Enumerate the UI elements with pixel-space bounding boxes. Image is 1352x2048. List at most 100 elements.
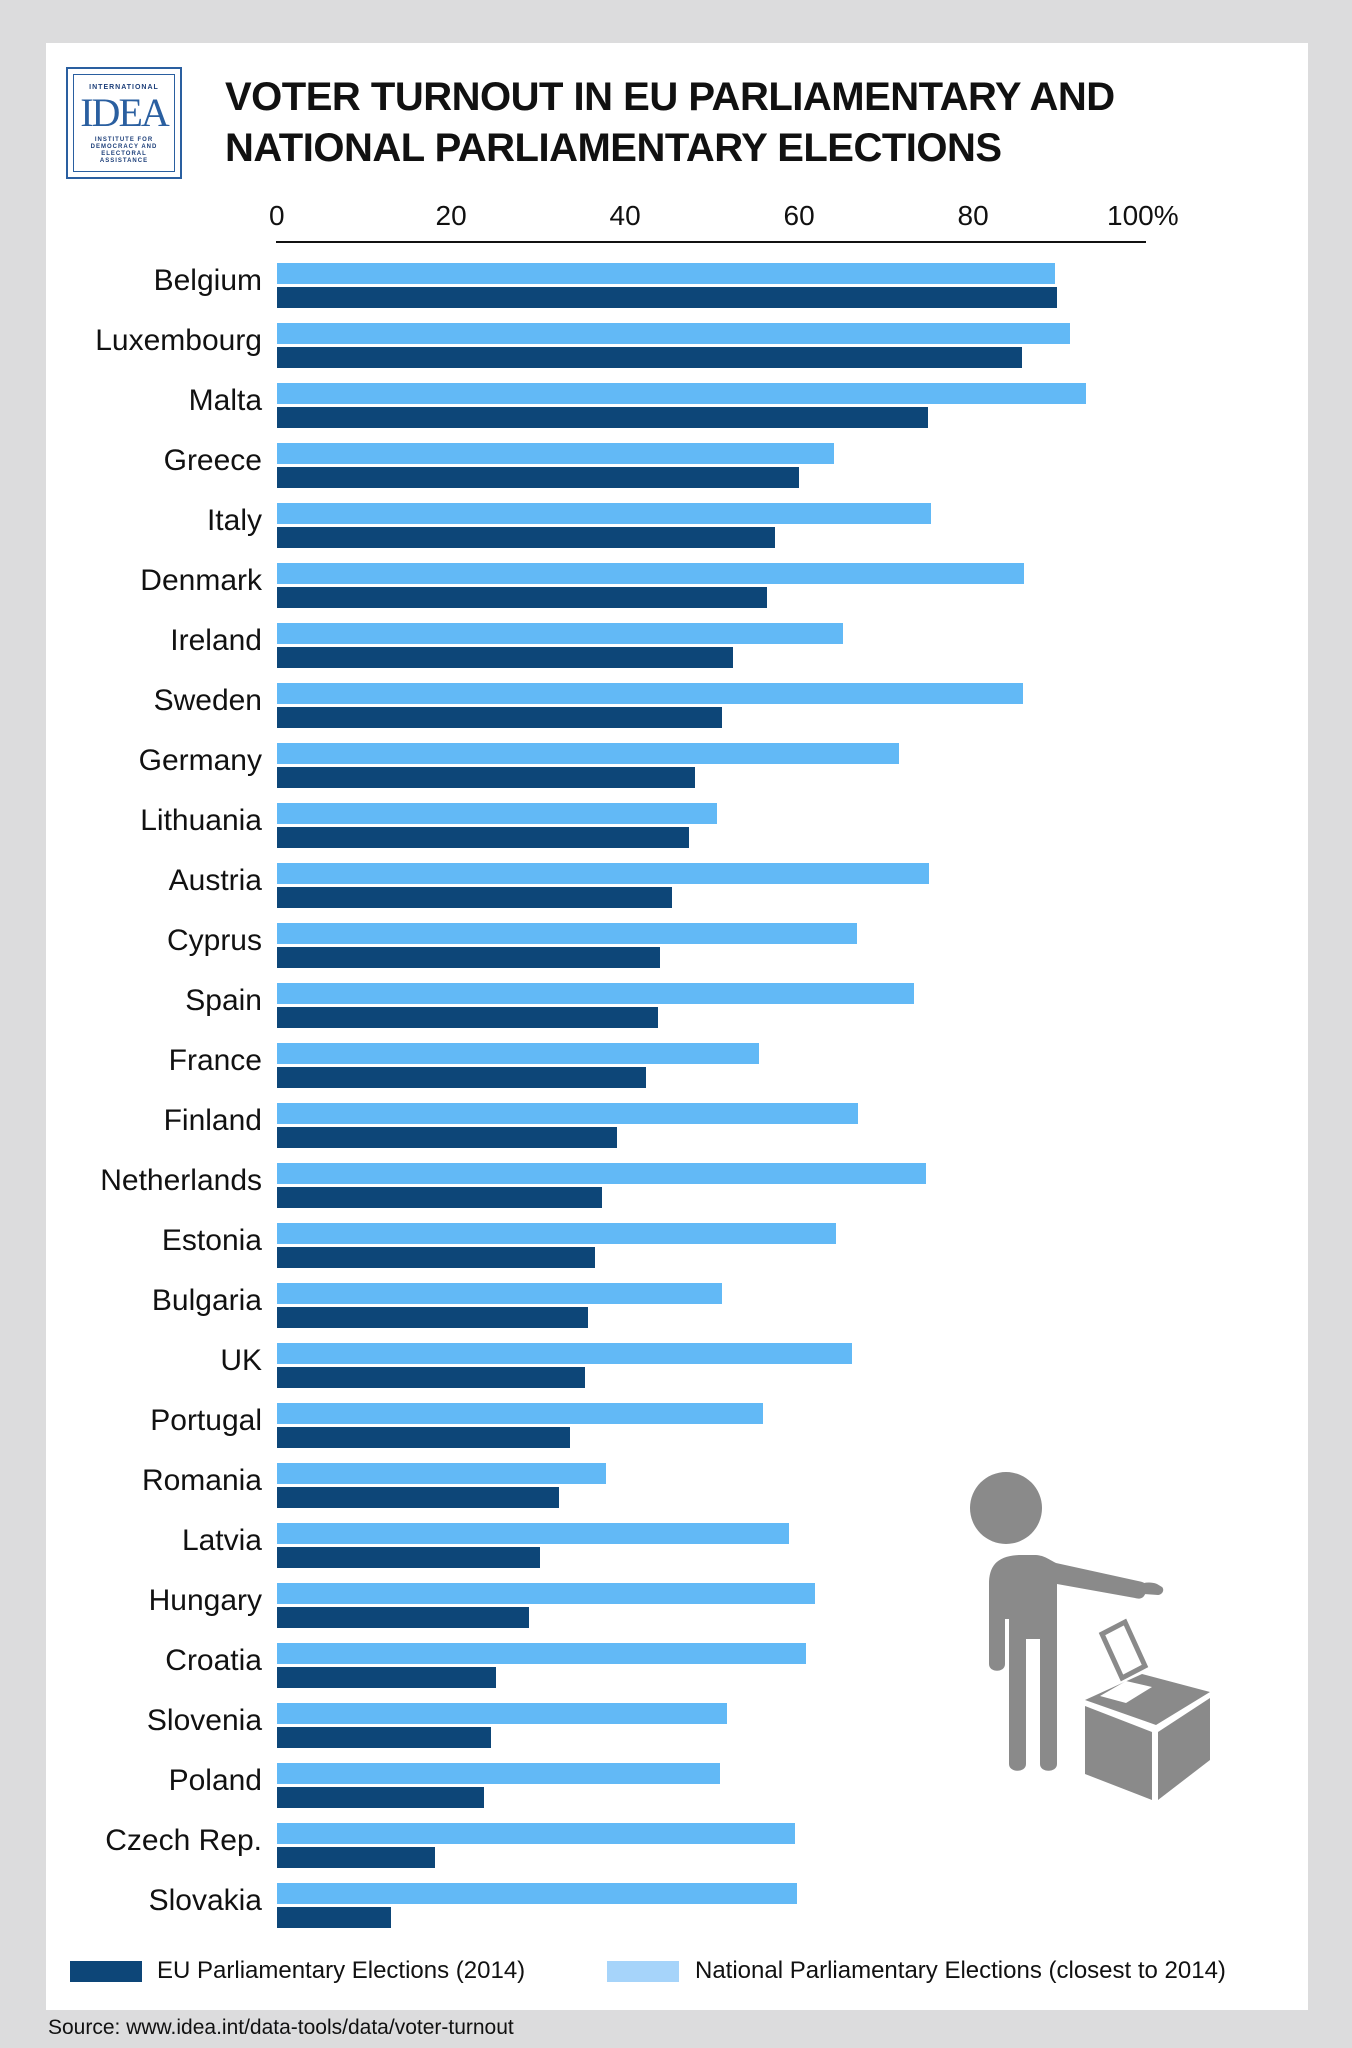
bar-eu: [277, 1127, 618, 1148]
x-tick-label: 80: [957, 200, 989, 231]
bar-national: [277, 503, 932, 524]
logo-sub-line: DEMOCRACY AND: [90, 144, 158, 150]
bar-national: [277, 1163, 927, 1184]
category-label: Slovenia: [146, 1704, 262, 1737]
category-label: Poland: [168, 1764, 262, 1797]
bar-national: [277, 1883, 798, 1904]
bar-national: [277, 263, 1055, 284]
category-label: UK: [220, 1344, 262, 1377]
logo-sub-line: INSTITUTE FOR: [94, 137, 154, 143]
bar-national: [277, 1523, 790, 1544]
legend-swatch-national: [607, 1961, 679, 1982]
bar-eu: [277, 1067, 646, 1088]
bar-national: [277, 743, 900, 764]
category-label: Netherlands: [100, 1164, 262, 1197]
x-tick-label: 20: [435, 200, 467, 231]
bar-national: [277, 623, 844, 644]
bar-national: [277, 323, 1071, 344]
bar-national: [277, 983, 914, 1004]
chart-title-line-2: NATIONAL PARLIAMENTARY ELECTIONS: [225, 126, 1002, 170]
logo-top-text: INTERNATIONAL: [89, 84, 159, 91]
bar-eu: [277, 887, 672, 908]
chart-title: VOTER TURNOUT IN EU PARLIAMENTARY AND NA…: [225, 72, 1225, 174]
bar-national: [277, 1403, 764, 1424]
bar-national: [277, 923, 858, 944]
category-label: Italy: [206, 504, 262, 537]
x-axis-line: [276, 241, 1146, 243]
category-label: Croatia: [165, 1644, 262, 1677]
bar-national: [277, 1343, 853, 1364]
bar-eu: [277, 347, 1022, 368]
logo-frame: INTERNATIONAL IDEA INSTITUTE FOR DEMOCRA…: [73, 74, 175, 172]
bar-national: [277, 683, 1024, 704]
legend-label-national: National Parliamentary Elections (closes…: [695, 1957, 1226, 1984]
category-label: Latvia: [181, 1524, 262, 1557]
bar-national: [277, 1463, 606, 1484]
category-label: Austria: [168, 864, 262, 897]
category-label: Finland: [163, 1104, 262, 1137]
x-tick-label: 60: [783, 200, 815, 231]
bar-eu: [277, 1427, 571, 1448]
category-label: Slovakia: [148, 1884, 262, 1917]
bar-eu: [277, 467, 799, 488]
idea-logo: INTERNATIONAL IDEA INSTITUTE FOR DEMOCRA…: [66, 67, 182, 179]
bar-eu: [277, 587, 767, 608]
category-label: Malta: [188, 384, 262, 417]
bar-eu: [277, 1007, 659, 1028]
bar-eu: [277, 767, 696, 788]
category-label: Greece: [163, 444, 262, 477]
bar-eu: [277, 947, 660, 968]
bar-eu: [277, 1907, 391, 1928]
category-label: Spain: [185, 984, 262, 1017]
bar-national: [277, 1103, 859, 1124]
bar-eu: [277, 1847, 436, 1868]
x-tick-label: 0: [269, 200, 285, 231]
bar-eu: [277, 1247, 595, 1268]
source-note: Source: www.idea.int/data-tools/data/vot…: [48, 2016, 514, 2039]
category-label: Lithuania: [140, 804, 262, 837]
bar-national: [277, 383, 1087, 404]
category-label: Hungary: [148, 1584, 262, 1617]
category-label: France: [168, 1044, 262, 1077]
bar-national: [277, 863, 929, 884]
bar-eu: [277, 1487, 559, 1508]
chart-title-line-1: VOTER TURNOUT IN EU PARLIAMENTARY AND: [225, 75, 1115, 119]
x-tick-label: 40: [609, 200, 641, 231]
voter-ballot-box-icon: [970, 1472, 1210, 1800]
category-label: Portugal: [150, 1404, 262, 1437]
category-label: Romania: [141, 1464, 262, 1497]
bar-national: [277, 803, 718, 824]
bar-eu: [277, 707, 722, 728]
bar-eu: [277, 1787, 485, 1808]
chart-card: [46, 43, 1308, 2010]
bar-eu: [277, 1367, 585, 1388]
bar-eu: [277, 287, 1057, 308]
legend-label-eu: EU Parliamentary Elections (2014): [157, 1957, 526, 1984]
bar-eu: [277, 1667, 497, 1688]
bar-national: [277, 1043, 759, 1064]
bar-national: [277, 563, 1025, 584]
bar-national: [277, 1763, 720, 1784]
bar-eu: [277, 1307, 589, 1328]
bar-eu: [277, 407, 928, 428]
category-label: Belgium: [153, 264, 262, 297]
logo-sub-text: INSTITUTE FOR DEMOCRACY AND ELECTORAL AS…: [74, 137, 174, 165]
bar-national: [277, 1583, 815, 1604]
bar-national: [277, 1283, 722, 1304]
category-label: Czech Rep.: [105, 1824, 262, 1857]
bar-eu: [277, 527, 775, 548]
category-label: Sweden: [153, 684, 262, 717]
bar-national: [277, 1223, 836, 1244]
bar-eu: [277, 827, 690, 848]
bar-national: [277, 1643, 806, 1664]
bar-national: [277, 1823, 795, 1844]
bar-eu: [277, 1187, 602, 1208]
logo-sub-line: ASSISTANCE: [99, 158, 149, 164]
category-label: Cyprus: [166, 924, 262, 957]
category-label: Estonia: [161, 1224, 262, 1257]
legend-swatch-eu: [70, 1961, 142, 1982]
bar-eu: [277, 1727, 492, 1748]
logo-main-text: IDEA: [80, 90, 170, 135]
logo-sub-line: ELECTORAL: [101, 151, 147, 157]
category-label: Luxembourg: [95, 324, 262, 357]
